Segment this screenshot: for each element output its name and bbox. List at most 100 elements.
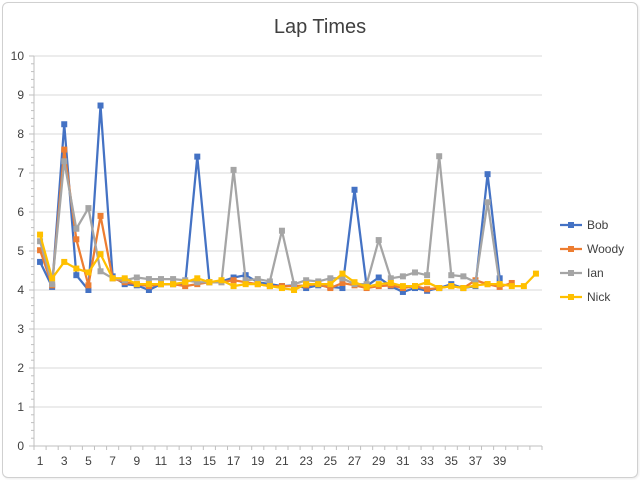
gridlines [34, 55, 542, 408]
data-point [412, 269, 418, 276]
data-point [339, 279, 346, 286]
data-point [327, 285, 334, 292]
data-point [37, 238, 44, 245]
data-point [73, 236, 80, 243]
data-point [230, 166, 237, 173]
data-point [375, 274, 382, 281]
data-point [291, 281, 298, 288]
data-point [278, 285, 285, 292]
y-tick-label: 7 [17, 166, 24, 180]
data-point [436, 153, 443, 160]
data-point [351, 186, 358, 193]
x-tick-label: 19 [251, 454, 265, 468]
data-point [194, 279, 201, 286]
legend-marker [568, 222, 574, 228]
series-group [37, 102, 539, 295]
data-point [520, 283, 527, 290]
data-point [339, 285, 346, 292]
x-tick-label: 31 [396, 454, 410, 468]
data-point [375, 237, 382, 244]
data-point [170, 276, 177, 283]
y-tick-label: 9 [17, 88, 24, 102]
data-point [97, 102, 104, 109]
data-point [532, 270, 539, 277]
x-tick-label: 1 [37, 454, 44, 468]
data-point [242, 281, 249, 288]
legend-marker [568, 270, 574, 276]
data-point [254, 281, 261, 288]
legend: Bob Woody Ian Nick [560, 218, 624, 304]
y-tick-label: 4 [17, 283, 24, 297]
data-point [327, 281, 334, 288]
data-point [339, 270, 346, 277]
data-point [484, 199, 491, 206]
x-tick-label: 21 [275, 454, 289, 468]
data-point [387, 275, 394, 282]
data-point [339, 275, 346, 282]
x-tick-label: 7 [109, 454, 116, 468]
x-tick-label: 37 [469, 454, 483, 468]
data-point [61, 158, 68, 165]
data-point [424, 272, 431, 279]
data-point [218, 277, 225, 284]
data-point [327, 275, 334, 282]
y-axis: 0 1 2 3 4 5 6 7 8 9 10 [11, 49, 35, 453]
data-point [230, 283, 237, 290]
legend-marker [568, 246, 574, 252]
data-point [424, 286, 431, 293]
data-point [133, 281, 140, 288]
x-tick-label: 25 [324, 454, 338, 468]
y-tick-label: 1 [17, 400, 24, 414]
data-point [37, 247, 44, 254]
data-point [49, 281, 56, 288]
data-point [37, 258, 44, 265]
data-point [170, 281, 177, 288]
data-point [97, 212, 104, 219]
data-point [85, 282, 92, 289]
data-point [399, 283, 406, 290]
data-point [85, 269, 92, 276]
data-point [37, 231, 44, 238]
series-nick [37, 231, 539, 293]
x-tick-label: 15 [203, 454, 217, 468]
legend-label: Woody [587, 242, 624, 256]
data-point [49, 275, 56, 282]
x-tick-label: 9 [133, 454, 140, 468]
data-point [448, 272, 455, 279]
y-tick-label: 10 [11, 49, 25, 63]
data-point [73, 265, 80, 272]
data-point [424, 279, 431, 286]
data-point [351, 279, 358, 286]
data-point [206, 279, 213, 286]
data-point [182, 283, 189, 290]
data-point [266, 278, 273, 285]
data-point [448, 283, 455, 290]
data-point [315, 281, 322, 288]
legend-item-ian: Ian [560, 266, 604, 280]
x-tick-label: 3 [61, 454, 68, 468]
legend-marker [568, 294, 574, 300]
data-point [460, 273, 467, 280]
x-tick-label: 39 [493, 454, 507, 468]
data-point [61, 121, 68, 128]
data-point [182, 279, 189, 286]
y-tick-label: 5 [17, 244, 24, 258]
data-point [97, 251, 104, 258]
data-point [508, 283, 515, 290]
data-point [291, 287, 298, 293]
data-point [133, 274, 140, 281]
data-point [158, 276, 164, 283]
data-point [363, 283, 370, 290]
legend-item-woody: Woody [560, 242, 624, 256]
data-point [375, 281, 382, 288]
y-tick-label: 3 [17, 322, 24, 336]
data-point [61, 258, 68, 265]
data-point [496, 281, 503, 288]
data-point [85, 287, 92, 293]
data-point [97, 268, 104, 275]
y-tick-label: 8 [17, 127, 24, 141]
x-tick-label: 29 [372, 454, 386, 468]
x-tick-label: 35 [445, 454, 459, 468]
